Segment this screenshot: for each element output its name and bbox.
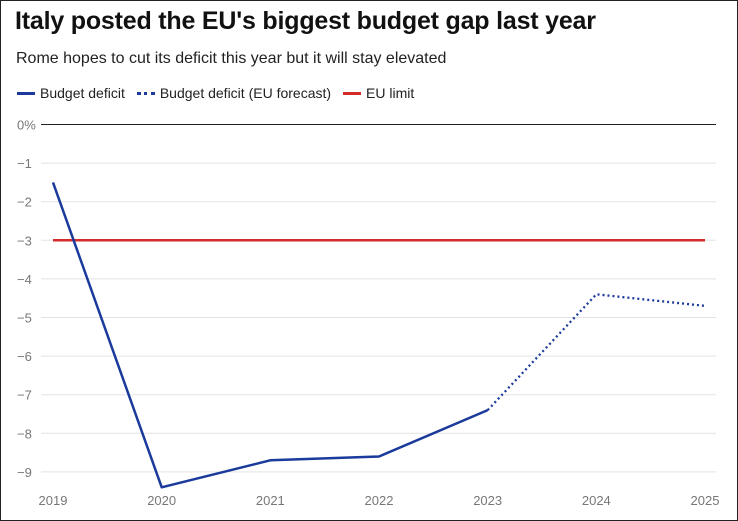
x-tick-label: 2020 xyxy=(147,493,176,508)
legend-item-eu-limit: EU limit xyxy=(343,85,414,101)
chart-title: Italy posted the EU's biggest budget gap… xyxy=(15,7,596,35)
x-tick-label: 2025 xyxy=(691,493,720,508)
y-tick-label: −6 xyxy=(17,349,32,364)
y-tick-label: −1 xyxy=(17,156,32,171)
chart-legend: Budget deficit Budget deficit (EU foreca… xyxy=(17,85,426,101)
legend-label-eu-limit: EU limit xyxy=(366,85,415,101)
y-tick-label: −3 xyxy=(17,233,32,248)
y-tick-label: −4 xyxy=(17,272,32,287)
y-tick-label: −2 xyxy=(17,195,32,210)
legend-swatch-eu-limit xyxy=(343,91,362,95)
legend-swatch-budget-deficit xyxy=(17,91,35,95)
y-tick-label: −9 xyxy=(17,465,32,480)
y-tick-label: −8 xyxy=(17,426,32,441)
series-line-eu-forecast xyxy=(486,293,706,411)
x-tick-label: 2021 xyxy=(256,493,285,508)
legend-item-eu-forecast: Budget deficit (EU forecast) xyxy=(136,85,332,101)
series-line-budget-deficit xyxy=(51,181,489,489)
x-tick-label: 2019 xyxy=(39,493,68,508)
y-tick-label: 0% xyxy=(17,118,36,133)
x-tick-label: 2023 xyxy=(473,493,502,508)
legend-label-eu-forecast: Budget deficit (EU forecast) xyxy=(159,85,332,101)
y-tick-label: −7 xyxy=(17,388,32,403)
x-tick-label: 2022 xyxy=(365,493,394,508)
legend-swatch-eu-forecast xyxy=(136,91,155,95)
legend-label-budget-deficit: Budget deficit xyxy=(40,85,125,101)
y-tick-label: −5 xyxy=(17,311,32,326)
x-tick-label: 2024 xyxy=(582,493,611,508)
chart-subtitle: Rome hopes to cut its deficit this year … xyxy=(16,50,447,67)
legend-item-budget-deficit: Budget deficit xyxy=(17,85,125,101)
